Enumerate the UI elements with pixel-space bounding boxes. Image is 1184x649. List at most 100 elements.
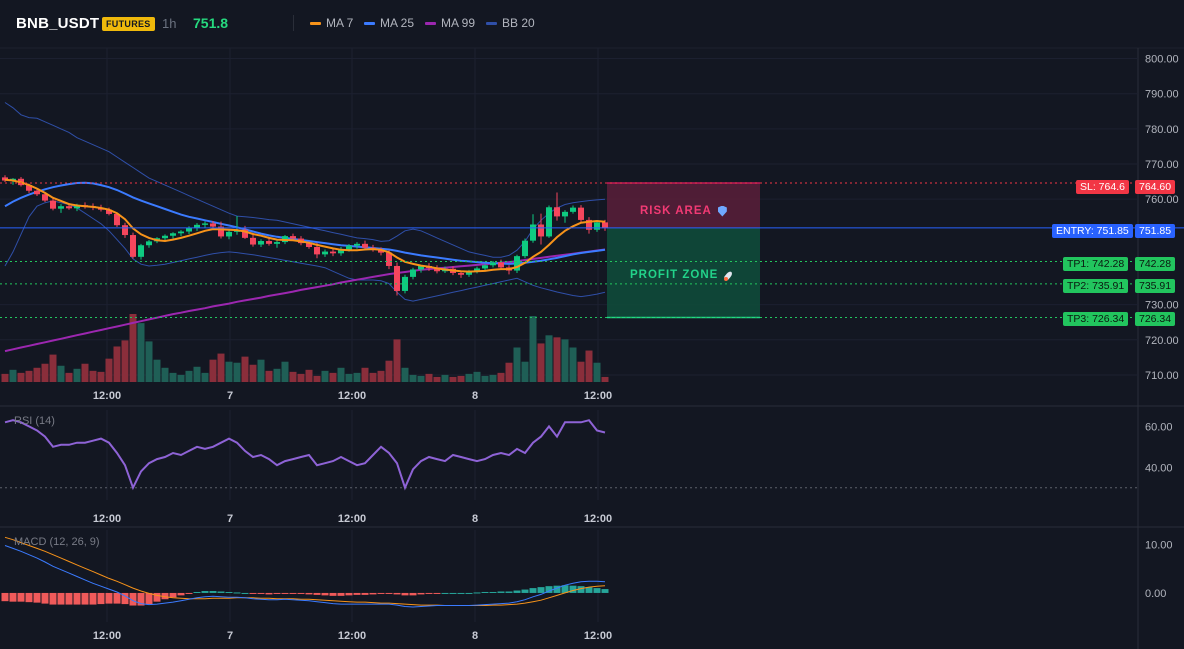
macd-histogram-bar (105, 592, 113, 604)
legend-swatch (425, 21, 436, 25)
volume-bar (17, 372, 25, 382)
rsi-tick-label: 40.00 (1145, 462, 1173, 474)
time-tick-label: 12:00 (584, 513, 612, 525)
candle-body (178, 231, 184, 234)
volume-bar (561, 339, 569, 382)
candle-body (58, 206, 64, 209)
time-tick-label: 7 (227, 390, 233, 402)
macd-histogram-bar (569, 585, 577, 593)
volume-bar (249, 364, 257, 382)
candle-body (394, 265, 400, 291)
rsi-tick-label: 60.00 (1145, 421, 1173, 433)
candle-body (578, 207, 584, 220)
macd-histogram-bar (57, 592, 65, 605)
volume-bar (137, 323, 145, 382)
macd-histogram-bar (313, 592, 321, 595)
macd-histogram-bar (513, 590, 521, 593)
time-tick-label: 12:00 (93, 513, 121, 525)
macd-histogram-bar (489, 591, 497, 593)
interval-label[interactable]: 1h (162, 16, 177, 31)
candle-body (586, 219, 592, 230)
volume-bar (409, 374, 417, 382)
volume-bar (153, 359, 161, 382)
macd-histogram-bar (153, 592, 161, 602)
volume-bar (161, 367, 169, 382)
macd-histogram-bar (497, 591, 505, 593)
volume-bar (513, 347, 521, 382)
volume-bar (9, 369, 17, 382)
sl-axis-tag: 764.60 (1135, 180, 1176, 194)
legend-swatch (364, 21, 375, 25)
macd-histogram-bar (425, 592, 433, 594)
legend-ma99[interactable]: MA 99 (425, 16, 475, 30)
volume-bar (417, 375, 425, 382)
volume-bar (81, 363, 89, 382)
header-divider (293, 15, 294, 31)
chart-header: BNB_USDT FUTURES 1h 751.8 MA 7 MA 25 MA … (0, 0, 1184, 48)
macd-histogram-bar (273, 592, 281, 594)
macd-histogram-bar (177, 592, 185, 596)
candle-body (498, 262, 504, 268)
volume-bar (441, 374, 449, 382)
price-tick-label: 730.00 (1145, 300, 1179, 312)
candle-body (162, 235, 168, 239)
legend-ma25[interactable]: MA 25 (364, 16, 414, 30)
volume-bar (145, 341, 153, 382)
legend-bb20[interactable]: BB 20 (486, 16, 535, 30)
risk-area-box[interactable] (607, 183, 760, 228)
candle-body (170, 233, 176, 236)
volume-bar (361, 367, 369, 382)
volume-bar (601, 376, 609, 382)
macd-histogram-bar (401, 592, 409, 596)
risk-area-text: RISK AREA (640, 205, 712, 217)
macd-histogram-bar (89, 592, 97, 605)
volume-bar (233, 362, 241, 382)
macd-histogram-bar (481, 591, 489, 593)
macd-histogram-bar (185, 592, 193, 594)
candle-body (114, 213, 120, 226)
macd-histogram-bar (49, 592, 57, 605)
volume-bar (569, 347, 577, 382)
volume-bar (209, 359, 217, 382)
macd-histogram-bar (193, 591, 201, 593)
legend-ma7[interactable]: MA 7 (310, 16, 353, 30)
price-tick-label: 800.00 (1145, 54, 1179, 66)
candle-body (202, 223, 208, 225)
volume-bar (393, 339, 401, 382)
macd-histogram-bar (433, 592, 441, 594)
entry-tag: ENTRY: 751.85 (1052, 224, 1133, 238)
legend-swatch (310, 21, 321, 25)
candle-body (538, 224, 544, 237)
macd-histogram-bar (329, 592, 337, 596)
volume-bar (505, 362, 513, 382)
candle-body (386, 252, 392, 266)
bb-upper-line (4, 102, 606, 258)
volume-bar (97, 371, 105, 382)
volume-bar (177, 374, 185, 382)
volume-bar (273, 368, 281, 382)
macd-histogram-bar (449, 592, 457, 594)
macd-histogram-bar (265, 592, 273, 595)
macd-histogram-bar (465, 592, 473, 594)
volume-bar (537, 343, 545, 382)
time-tick-label: 12:00 (338, 390, 366, 402)
time-tick-label: 7 (227, 513, 233, 525)
bb-lower-line (4, 200, 606, 302)
volume-bar (65, 372, 73, 382)
macd-histogram-bar (9, 592, 17, 602)
volume-bar (1, 373, 9, 382)
symbol-name[interactable]: BNB_USDT (16, 15, 100, 32)
volume-bar (105, 358, 113, 382)
macd-pane-label: MACD (12, 26, 9) (14, 536, 100, 548)
candle-body (218, 226, 224, 237)
volume-bar (169, 372, 177, 382)
macd-signal-line (4, 536, 606, 606)
candle-body (522, 240, 528, 257)
macd-histogram-bar (241, 592, 249, 594)
candle-body (258, 241, 264, 245)
candle-body (410, 269, 416, 277)
candle-body (466, 271, 472, 275)
time-tick-label: 12:00 (93, 630, 121, 642)
